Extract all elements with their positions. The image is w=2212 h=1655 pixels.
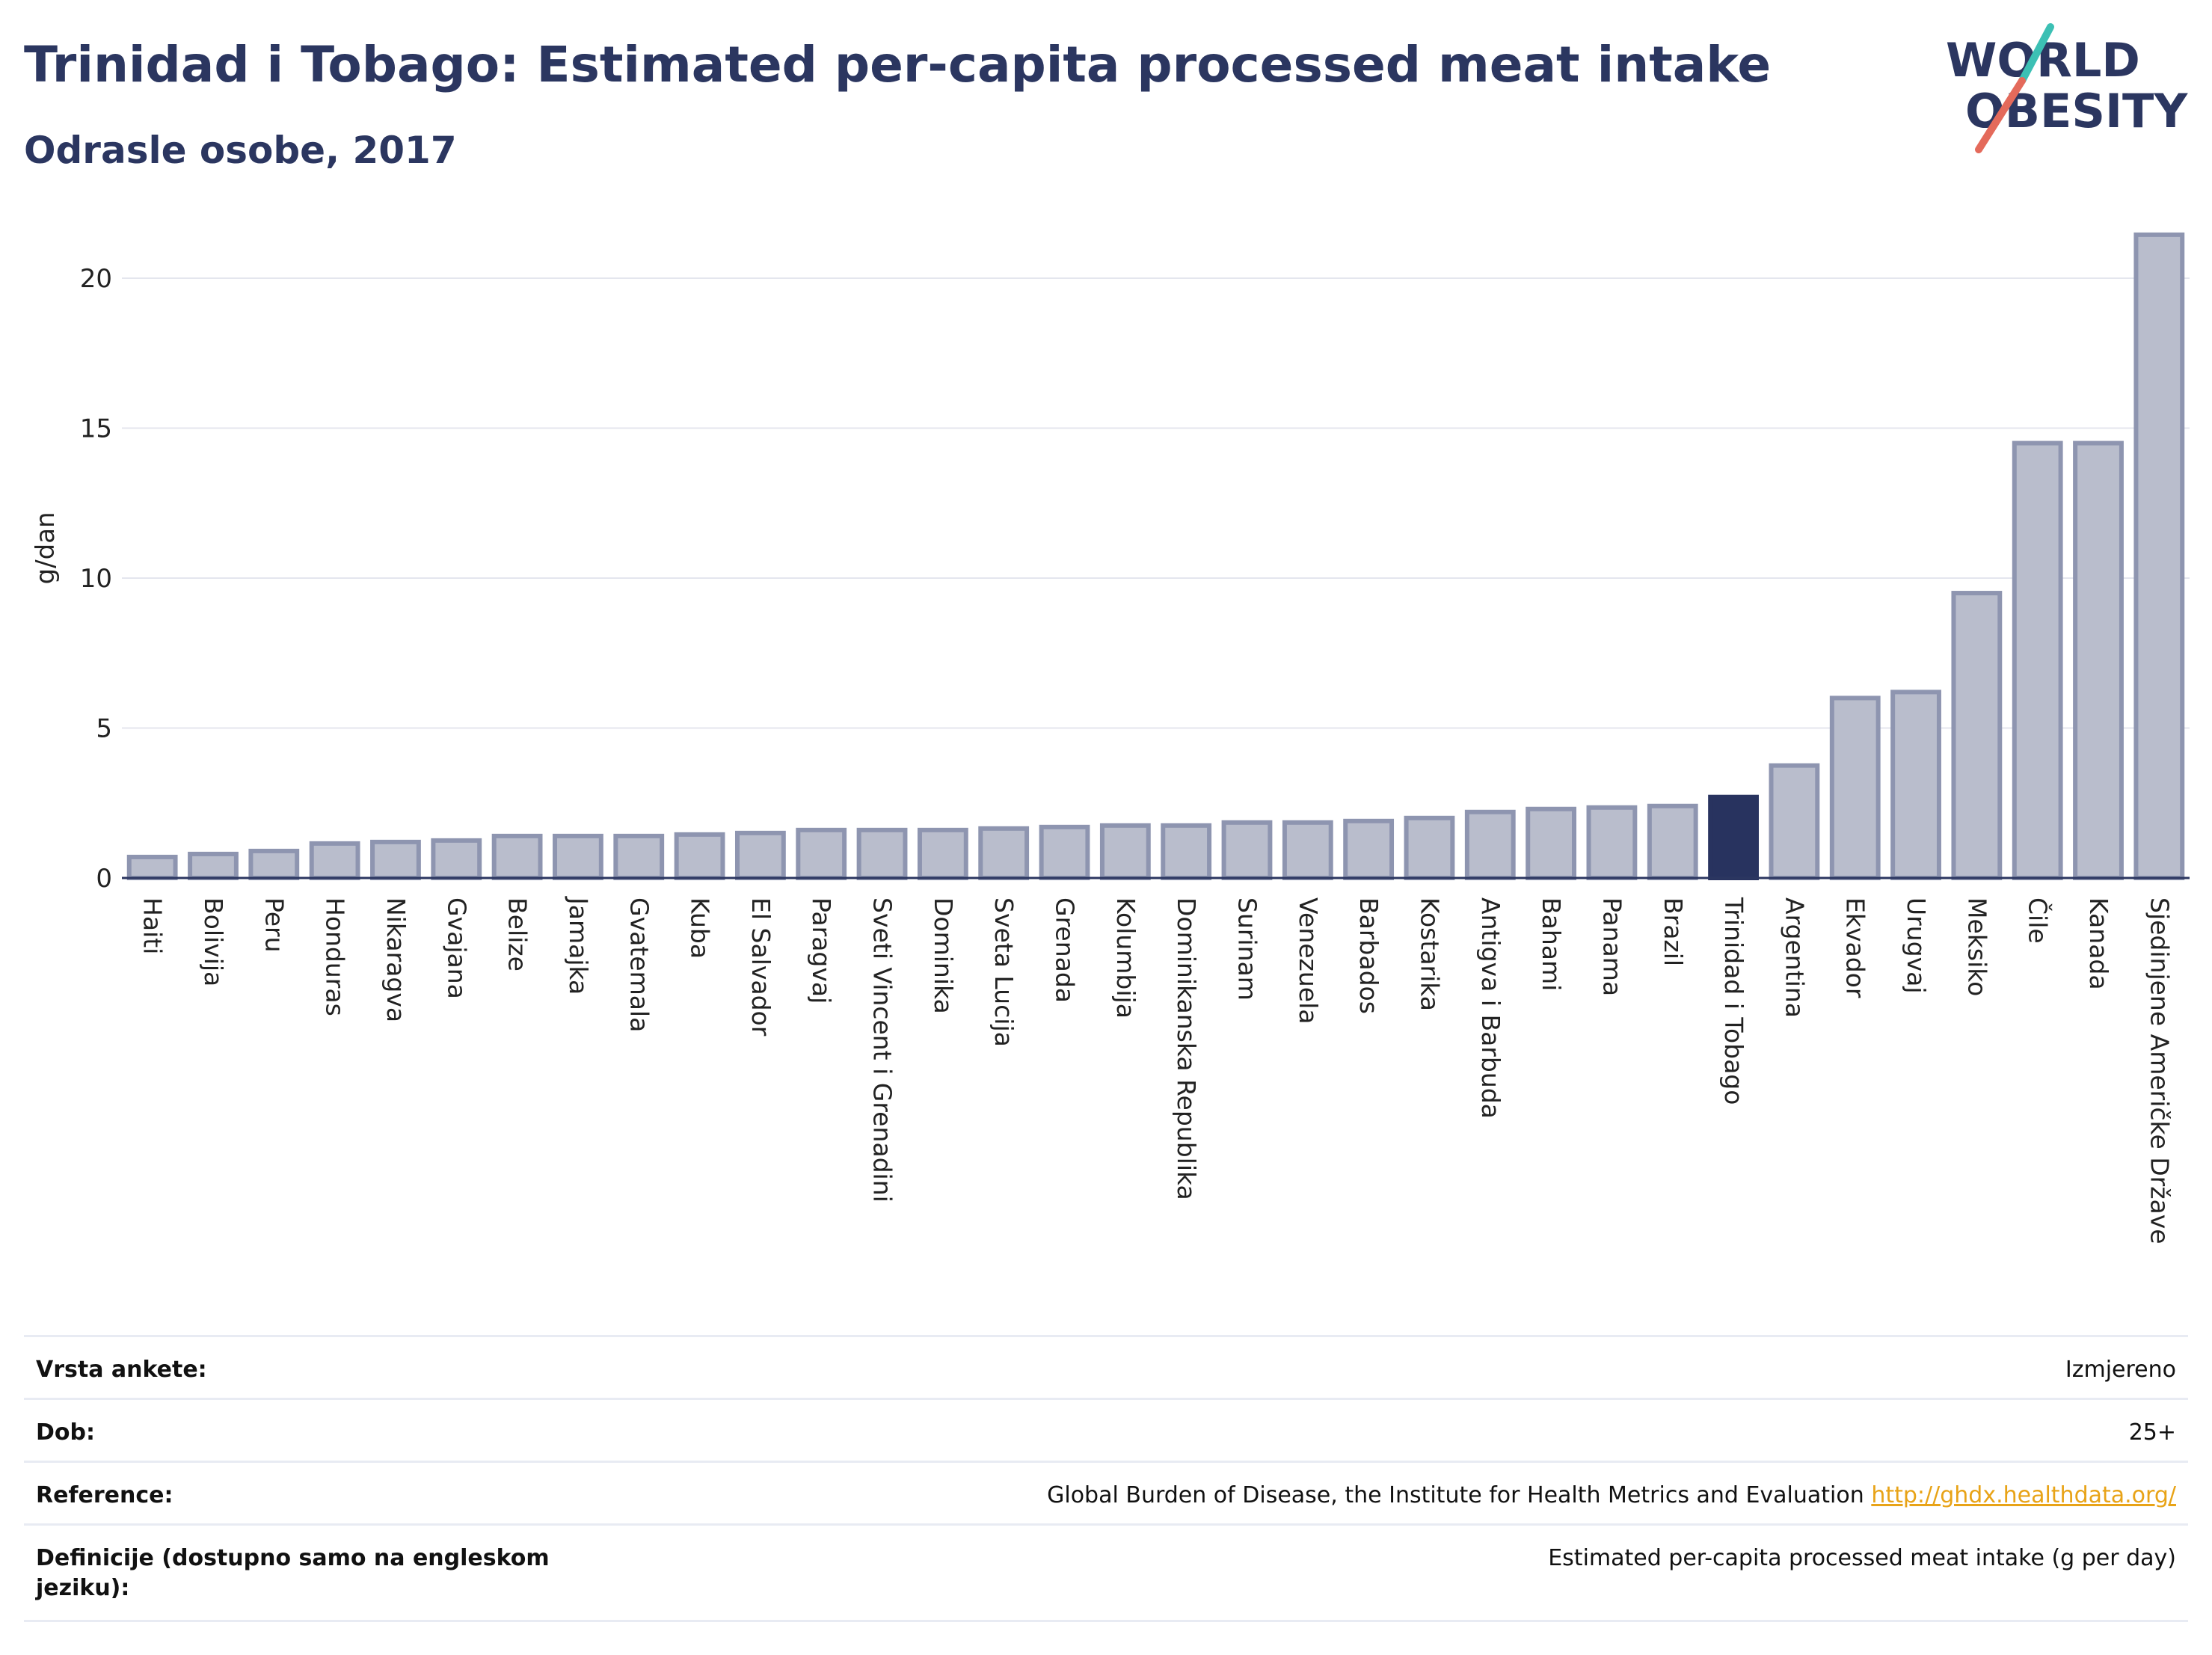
bar-sjedinjene-američke-države[interactable] [2133, 232, 2185, 881]
x-tick-label: Paragvaj [807, 897, 836, 1004]
bar-čile[interactable] [2012, 440, 2063, 880]
x-tick-label: Nikaragva [381, 897, 411, 1022]
x-tick-labels: Haiti Bolivija Peru Honduras Nikaragva Gvajan… [138, 896, 2175, 1244]
meta-value: Estimated per-capita processed meat inta… [1548, 1545, 2176, 1571]
bar-jamajka[interactable] [553, 833, 603, 880]
bar-trinidad-i-tobago[interactable] [1708, 794, 1759, 880]
bar-urugvaj[interactable] [1890, 690, 1941, 880]
bars [126, 232, 2185, 881]
meta-label: Vrsta ankete: [36, 1357, 207, 1383]
y-tick-label: 0 [96, 864, 112, 894]
reference-text: Global Burden of Disease, the Institute … [1047, 1482, 1864, 1508]
meta-value: Izmjereno [2065, 1357, 2176, 1383]
y-axis-label: g/dan [31, 512, 61, 584]
x-tick-label: Panama [1597, 897, 1626, 996]
bar-haiti[interactable] [126, 854, 178, 881]
x-tick-label: Kuba [686, 897, 715, 959]
bar-barbados[interactable] [1343, 818, 1395, 881]
bar-peru[interactable] [248, 848, 300, 881]
meta-label: Reference: [36, 1482, 173, 1508]
bar-paragvaj[interactable] [796, 827, 847, 880]
x-tick-label: Dominika [929, 897, 958, 1014]
page-subtitle: Odrasle osobe, 2017 [24, 129, 457, 172]
bar-grenada[interactable] [1039, 824, 1090, 880]
x-tick-label: Surinam [1232, 897, 1262, 1001]
bar-chart: 0 5 10 15 20 Haiti Bolivija Peru Honduras Nikara… [31, 232, 2190, 1244]
bar-kanada[interactable] [2073, 440, 2124, 880]
world-obesity-logo-icon: WORLD OBESITY [1946, 23, 2188, 153]
x-tick-label: Kolumbija [1111, 897, 1140, 1019]
bar-meksiko[interactable] [1951, 591, 2003, 880]
bar-surinam[interactable] [1221, 820, 1273, 880]
x-tick-label: Kanada [2084, 897, 2113, 990]
x-tick-label: Belize [503, 897, 532, 971]
reference-link[interactable]: http://ghdx.healthdata.org/ [1871, 1482, 2176, 1508]
bar-antigva-i-barbuda[interactable] [1464, 809, 1516, 881]
x-tick-label: Kostarika [1415, 897, 1444, 1011]
x-tick-label: El Salvador [746, 897, 775, 1037]
bar-kuba[interactable] [674, 832, 725, 880]
meta-row-age: Dob: 25+ [24, 1398, 2188, 1461]
x-tick-label: Haiti [138, 897, 168, 954]
y-tick-label: 10 [80, 564, 112, 594]
x-tick-label: Gvajana [442, 897, 471, 999]
x-tick-label: Trinidad i Tobago [1719, 897, 1748, 1105]
bar-nikaragva[interactable] [370, 839, 421, 881]
x-tick-label: Bahami [1537, 897, 1566, 991]
y-tick-label: 15 [80, 414, 112, 444]
x-tick-label: Meksiko [1962, 897, 1991, 996]
bar-bolivija[interactable] [188, 851, 239, 881]
meta-table: Vrsta ankete: Izmjereno Dob: 25+ Referen… [24, 1335, 2188, 1622]
logo-slash-red [1975, 77, 2026, 153]
bar-panama[interactable] [1586, 805, 1638, 881]
bar-brazil[interactable] [1647, 803, 1698, 881]
meta-row-reference: Reference: Global Burden of Disease, the… [24, 1461, 2188, 1523]
bar-kostarika[interactable] [1404, 815, 1455, 881]
bar-gvatemala[interactable] [613, 833, 665, 880]
x-tick-label: Ekvador [1841, 897, 1870, 998]
x-tick-label: Sjedinjene Američke Države [2145, 897, 2174, 1244]
x-tick-label: Sveta Lucija [989, 897, 1019, 1047]
bar-belize[interactable] [491, 833, 543, 880]
y-tick-label: 20 [80, 264, 112, 294]
x-tick-label: Bolivija [199, 897, 228, 986]
logo-slash-teal [2018, 23, 2054, 85]
bar-gvajana[interactable] [431, 838, 482, 880]
bar-argentina[interactable] [1769, 763, 1820, 880]
meta-value-reference: Global Burden of Disease, the Institute … [1047, 1481, 2176, 1511]
x-tick-label: Brazil [1659, 897, 1688, 966]
x-tick-label: Sveti Vincent i Grenadini [868, 897, 897, 1203]
x-tick-label: Argentina [1780, 897, 1809, 1018]
page-title: Trinidad i Tobago: Estimated per-capita … [24, 36, 1772, 93]
bar-dominikanska-republika[interactable] [1161, 823, 1212, 880]
meta-value: 25+ [2128, 1419, 2176, 1446]
bar-sveta-lucija[interactable] [978, 826, 1030, 880]
bar-ekvador[interactable] [1829, 696, 1881, 881]
x-tick-label: Jamajka [564, 896, 593, 995]
x-tick-label: Dominikanska Republika [1172, 897, 1201, 1200]
x-tick-label: Čile [2024, 897, 2053, 944]
meta-label: Definicije (dostupno samo na engleskom j… [36, 1545, 550, 1601]
x-tick-label: Peru [259, 897, 289, 953]
bar-dominika[interactable] [917, 827, 968, 880]
bar-honduras[interactable] [309, 841, 360, 881]
bar-sveti-vincent-i-grenadini[interactable] [856, 827, 908, 880]
bar-venezuela[interactable] [1282, 820, 1333, 880]
x-tick-label: Grenada [1051, 897, 1080, 1003]
x-tick-label: Barbados [1354, 897, 1383, 1014]
meta-row-survey-type: Vrsta ankete: Izmjereno [24, 1335, 2188, 1398]
bar-el-salvador[interactable] [734, 830, 786, 880]
x-tick-label: Venezuela [1294, 897, 1323, 1024]
y-tick-labels: 0 5 10 15 20 [80, 264, 112, 894]
x-tick-label: Antigva i Barbuda [1476, 897, 1505, 1119]
x-tick-label: Honduras [321, 897, 350, 1016]
x-tick-label: Urugvaj [1902, 897, 1931, 994]
grid-lines [122, 277, 2190, 729]
bar-kolumbija[interactable] [1099, 823, 1151, 880]
y-tick-label: 5 [96, 714, 112, 744]
meta-row-definitions: Definicije (dostupno samo na engleskom j… [24, 1523, 2188, 1622]
meta-label: Dob: [36, 1419, 95, 1446]
x-tick-label: Gvatemala [624, 897, 654, 1032]
bar-bahami[interactable] [1526, 806, 1577, 881]
